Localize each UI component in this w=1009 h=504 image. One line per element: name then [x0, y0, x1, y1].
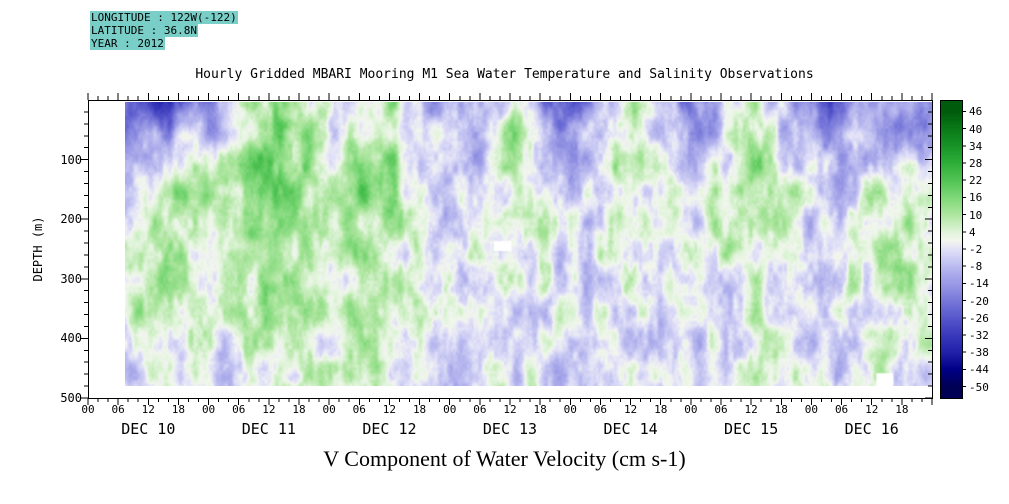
x-tick-label: 12: [865, 403, 879, 416]
x-tick-label: 06: [352, 403, 366, 416]
colorbar-tick-label: 10: [969, 208, 983, 222]
x-tick-label: 12: [262, 403, 276, 416]
x-day-label: DEC 14: [603, 420, 658, 438]
y-tick-label: 400: [60, 331, 82, 346]
x-axis-title: V Component of Water Velocity (cm s-1): [323, 446, 686, 471]
colorbar-tick-label: 16: [969, 191, 983, 205]
colorbar-tick-label: 4: [969, 225, 976, 239]
y-tick-label: 500: [60, 391, 82, 405]
colorbar-tick-label: 34: [969, 139, 983, 153]
colorbar-tick-label: -20: [969, 294, 989, 308]
x-day-label: DEC 10: [121, 420, 176, 438]
longitude-label: LONGITUDE : 122W(-122): [90, 11, 238, 24]
colorbar-tick-label: -14: [969, 277, 989, 291]
plot-title: Hourly Gridded MBARI Mooring M1 Sea Wate…: [195, 67, 814, 82]
y-tick-label: 100: [60, 152, 82, 167]
colorbar-tick-label: 40: [969, 122, 983, 136]
x-tick-label: 00: [684, 403, 698, 416]
x-tick-label: 06: [834, 403, 849, 416]
colorbar-tick-label: -50: [969, 380, 989, 394]
x-tick-label: 18: [171, 403, 186, 416]
x-tick-label: 00: [322, 403, 336, 416]
x-tick-label: 06: [473, 403, 487, 416]
x-tick-label: 00: [201, 403, 216, 416]
x-tick-label: 06: [111, 403, 125, 416]
x-tick-label: 18: [412, 403, 427, 416]
x-tick-label: 06: [232, 403, 246, 416]
x-tick-label: 12: [141, 403, 155, 416]
colorbar-tick-label: -2: [969, 243, 983, 256]
latitude-label: LATITUDE : 36.8N: [90, 24, 198, 37]
colorbar-tick-label: 28: [969, 157, 983, 171]
x-tick-label: 12: [623, 403, 638, 416]
x-day-label: DEC 11: [241, 420, 296, 438]
x-tick-label: 00: [81, 403, 95, 416]
x-day-label: DEC 16: [844, 420, 899, 438]
x-tick-label: 18: [533, 403, 547, 416]
x-tick-label: 12: [744, 403, 758, 416]
y-tick-label: 200: [60, 212, 82, 227]
x-day-label: DEC 15: [724, 420, 779, 438]
colorbar-tick-label: -38: [969, 346, 989, 360]
x-tick-label: 12: [503, 403, 517, 416]
heatmap: [125, 102, 932, 386]
x-tick-label: 00: [804, 403, 819, 416]
x-tick-label: 12: [382, 403, 397, 416]
colorbar-tick-label: 22: [969, 174, 983, 188]
x-tick-label: 18: [654, 403, 668, 416]
x-day-label: DEC 13: [482, 420, 538, 438]
x-tick-label: 18: [774, 403, 788, 416]
y-tick-label: 300: [60, 271, 82, 286]
colorbar-tick-label: -26: [969, 311, 989, 325]
colorbar: [940, 100, 962, 398]
colorbar-tick-label: -8: [969, 260, 983, 274]
colorbar-tick-label: -32: [969, 328, 989, 342]
x-day-label: DEC 12: [362, 420, 417, 438]
x-tick-label: 06: [593, 403, 608, 416]
x-tick-label: 00: [443, 403, 457, 416]
year-label: YEAR : 2012: [90, 37, 165, 50]
colorbar-tick-label: -44: [969, 363, 989, 377]
colorbar-tick-label: 46: [969, 105, 983, 119]
x-tick-label: 06: [714, 403, 728, 416]
x-tick-label: 18: [895, 403, 909, 416]
y-axis-label: DEPTH (m): [31, 216, 45, 282]
header-info: LONGITUDE : 122W(-122) LATITUDE : 36.8N …: [90, 11, 238, 50]
x-tick-label: 18: [292, 403, 306, 416]
x-tick-label: 00: [563, 403, 577, 416]
